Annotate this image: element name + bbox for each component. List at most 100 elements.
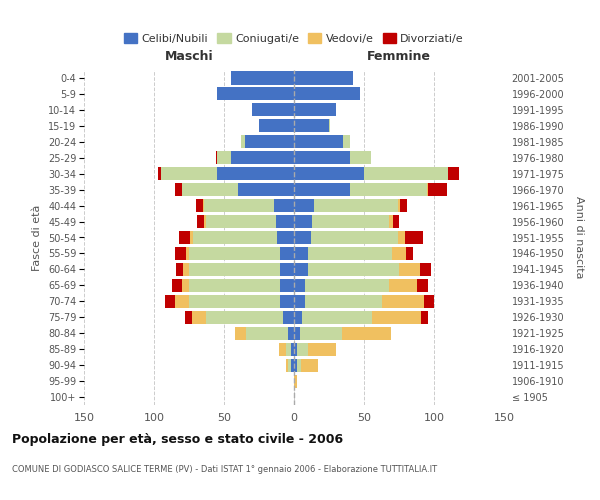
Bar [192,310,206,324]
Bar [205,199,274,212]
Bar [302,310,373,324]
Bar [179,231,190,244]
Bar [343,135,350,148]
Bar [294,342,297,355]
Bar [215,151,217,164]
Bar [286,342,291,355]
Bar [193,231,277,244]
Bar [314,199,398,212]
Bar [404,231,423,244]
Bar [308,263,399,276]
Bar [350,151,371,164]
Bar [427,183,428,196]
Bar [294,151,350,164]
Legend: Celibi/Nubili, Coniugati/e, Vedovi/e, Divorziati/e: Celibi/Nubili, Coniugati/e, Vedovi/e, Di… [119,28,469,48]
Bar [291,358,294,372]
Bar [294,199,314,212]
Bar [294,263,308,276]
Bar [278,342,286,355]
Bar [373,310,421,324]
Bar [165,295,175,308]
Bar [196,199,203,212]
Text: COMUNE DI GODIASCO SALICE TERME (PV) - Dati ISTAT 1° gennaio 2006 - Elaborazione: COMUNE DI GODIASCO SALICE TERME (PV) - D… [12,466,437,474]
Bar [175,183,182,196]
Bar [245,135,294,148]
Bar [190,231,193,244]
Bar [294,310,302,324]
Bar [297,342,308,355]
Bar [308,342,336,355]
Bar [399,263,420,276]
Bar [203,199,205,212]
Bar [280,295,294,308]
Bar [398,231,404,244]
Y-axis label: Anni di nascita: Anni di nascita [574,196,584,279]
Bar [197,215,205,228]
Bar [312,215,389,228]
Bar [189,263,280,276]
Bar [206,310,283,324]
Bar [217,167,294,180]
Bar [182,183,238,196]
Bar [294,104,336,117]
Bar [424,295,434,308]
Bar [294,183,350,196]
Bar [189,279,280,292]
Bar [294,215,312,228]
Bar [241,135,245,148]
Bar [420,263,431,276]
Bar [172,279,182,292]
Bar [247,326,289,340]
Bar [231,72,294,85]
Text: Popolazione per età, sesso e stato civile - 2006: Popolazione per età, sesso e stato civil… [12,432,343,446]
Bar [175,247,186,260]
Bar [294,167,364,180]
Bar [185,310,192,324]
Bar [329,120,331,132]
Bar [274,199,294,212]
Bar [252,104,294,117]
Bar [417,279,428,292]
Bar [189,247,280,260]
Bar [231,151,294,164]
Bar [217,151,231,164]
Bar [294,374,297,388]
Bar [406,247,413,260]
Bar [176,263,184,276]
Bar [294,72,353,85]
Bar [398,199,400,212]
Bar [294,231,311,244]
Bar [294,326,299,340]
Bar [294,88,360,101]
Bar [283,310,294,324]
Bar [280,263,294,276]
Bar [448,167,459,180]
Bar [291,342,294,355]
Text: Maschi: Maschi [164,50,214,64]
Bar [280,247,294,260]
Bar [294,279,305,292]
Bar [189,295,280,308]
Bar [294,247,308,260]
Bar [389,279,417,292]
Bar [400,199,407,212]
Bar [158,167,161,180]
Bar [205,215,206,228]
Bar [299,326,341,340]
Bar [294,295,305,308]
Bar [182,279,189,292]
Bar [305,279,389,292]
Bar [276,215,294,228]
Bar [297,358,301,372]
Bar [350,183,427,196]
Bar [277,231,294,244]
Bar [175,295,189,308]
Bar [294,135,343,148]
Bar [364,167,448,180]
Bar [294,120,329,132]
Bar [289,326,294,340]
Bar [389,215,394,228]
Bar [184,263,189,276]
Bar [289,358,291,372]
Bar [382,295,424,308]
